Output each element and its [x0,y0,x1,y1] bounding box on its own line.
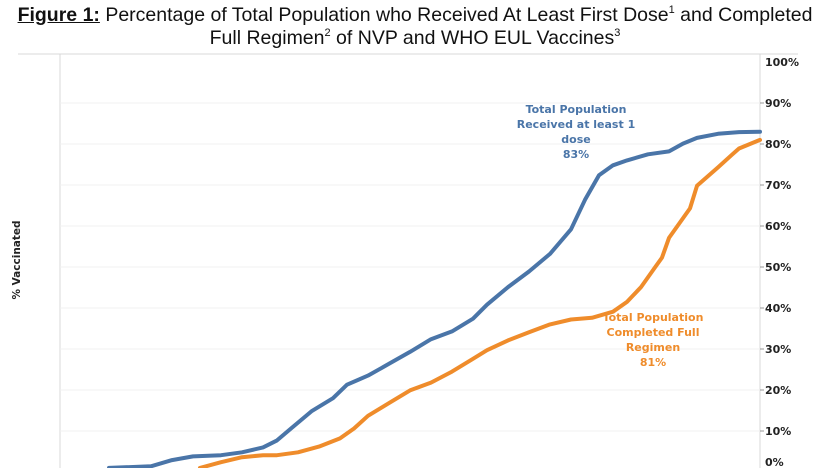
annotation-first-dose-line: dose [561,133,590,146]
footnote-ref-2: 2 [324,27,331,39]
title-text-1: Percentage of Total Population who Recei… [99,4,669,26]
y-tick-label: 100% [765,56,799,69]
title-text-1b: and Completed [674,4,813,26]
series-line-full-regimen [198,137,762,468]
series-line-first-dose [107,129,762,468]
annotation-full-regimen-line: 81% [640,356,666,369]
y-tick-label: 30% [765,343,791,356]
figure-label: Figure 1: [17,4,100,26]
y-axis-ticks: 0% 10% 20% 30% 40% 50% 60% 70% 80% 90% 100% [760,56,799,468]
y-tick-label: 90% [765,97,791,110]
footnote-ref-1: 1 [668,4,675,16]
annotation-first-dose-line: Total Population [526,103,627,116]
y-tick-label: 60% [765,220,791,233]
annotation-full-regimen-line: Completed Full [607,326,700,339]
title-text-2b: of NVP and WHO EUL Vaccines [330,27,615,49]
title-line-1: Figure 1: Percentage of Total Population… [0,4,830,27]
annotation-full-regimen-line: Total Population [603,311,704,324]
y-tick-label: 80% [765,138,791,151]
y-tick-label: 40% [765,302,791,315]
annotation-full-regimen-line: Regimen [626,341,680,354]
title-text-2: Full Regimen [209,27,325,49]
title-line-2: Full Regimen2 of NVP and WHO EUL Vaccine… [0,27,830,50]
y-tick-label: 10% [765,425,791,438]
y-tick-label: 20% [765,384,791,397]
annotation-first-dose-line: 83% [563,148,589,161]
chart-title: Figure 1: Percentage of Total Population… [0,4,830,50]
y-tick-label: 70% [765,179,791,192]
series-lines [107,129,762,468]
y-tick-label: 0% [765,456,784,468]
y-tick-label: 50% [765,261,791,274]
annotations: Total Population Received at least 1 dose 8… [517,103,704,369]
footnote-ref-3: 3 [614,27,621,39]
annotation-first-dose-line: Received at least 1 [517,118,635,131]
